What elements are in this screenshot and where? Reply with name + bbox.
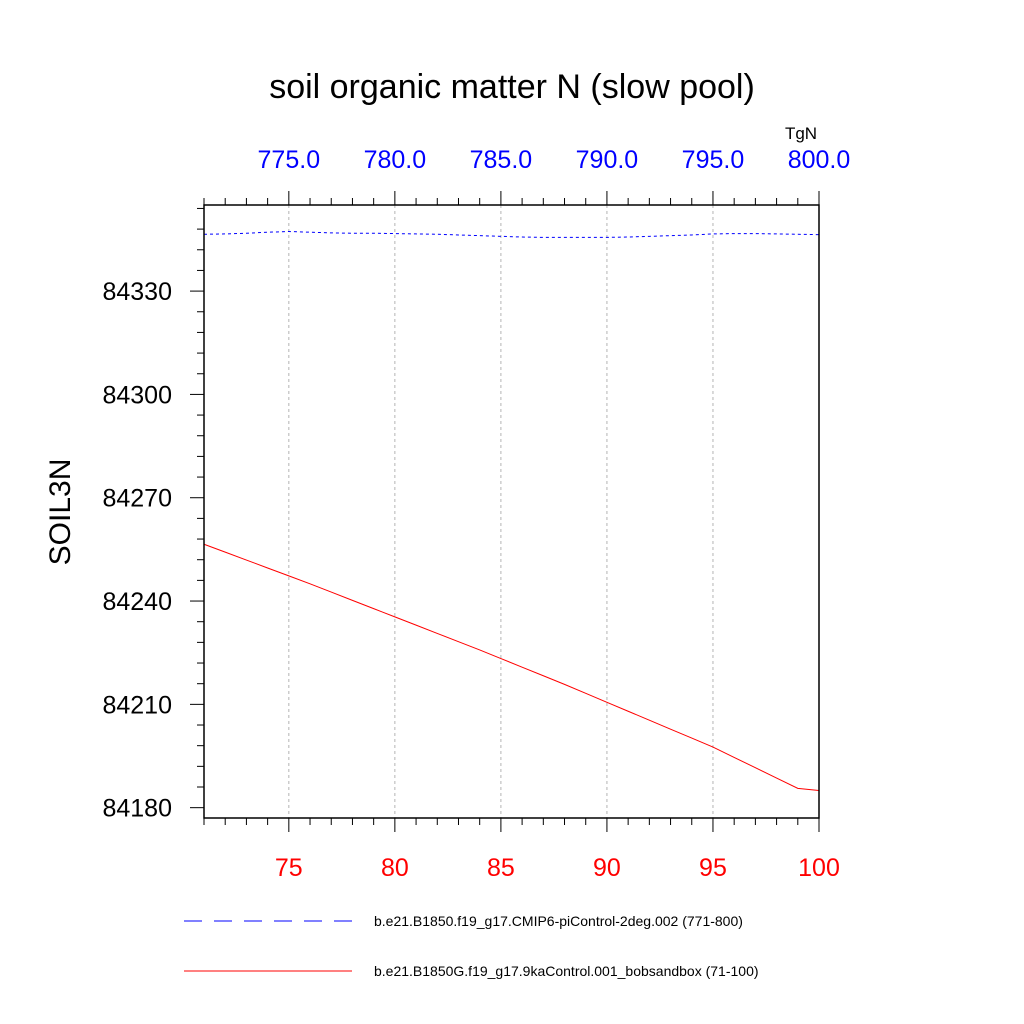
x-bottom-tick-label: 95 [699, 854, 727, 882]
y-axis-label: SOIL3N [44, 459, 77, 566]
series-line-1 [203, 231, 820, 238]
x-top-tick-label: 785.0 [470, 146, 533, 174]
x-bottom-tick-label: 100 [798, 854, 840, 882]
legend-label-2: b.e21.B1850G.f19_g17.9kaControl.001_bobs… [374, 963, 759, 979]
axis-ticks [190, 191, 820, 832]
x-top-tick-label: 780.0 [364, 146, 427, 174]
x-bottom-tick-label: 90 [593, 854, 621, 882]
y-tick-label: 84240 [102, 588, 172, 616]
legend-label-1: b.e21.B1850.f19_g17.CMIP6-piControl-2deg… [374, 913, 743, 929]
legend: b.e21.B1850.f19_g17.CMIP6-piControl-2deg… [184, 913, 759, 979]
chart-title: soil organic matter N (slow pool) [269, 68, 755, 106]
x-top-tick-label: 790.0 [576, 146, 639, 174]
x-top-tick-label: 795.0 [682, 146, 745, 174]
x-bottom-tick-label: 85 [487, 854, 515, 882]
y-tick-label: 84330 [102, 278, 172, 306]
y-tick-label: 84270 [102, 485, 172, 513]
plot-frame [203, 204, 820, 819]
tick-labels: 75 80 85 90 95 100 775.0 780.0 785.0 790.0 795.0 80… [102, 146, 850, 882]
grid [288, 205, 714, 818]
series [203, 231, 820, 791]
x-bottom-tick-label: 80 [381, 854, 409, 882]
series-line-2 [203, 543, 820, 791]
y-tick-label: 84210 [102, 691, 172, 719]
y-tick-label: 84300 [102, 381, 172, 409]
y-tick-label: 84180 [102, 795, 172, 823]
x-top-tick-label: 775.0 [258, 146, 321, 174]
units-label: TgN [785, 124, 817, 143]
x-bottom-tick-label: 75 [275, 854, 303, 882]
x-top-tick-label: 800.0 [788, 146, 851, 174]
